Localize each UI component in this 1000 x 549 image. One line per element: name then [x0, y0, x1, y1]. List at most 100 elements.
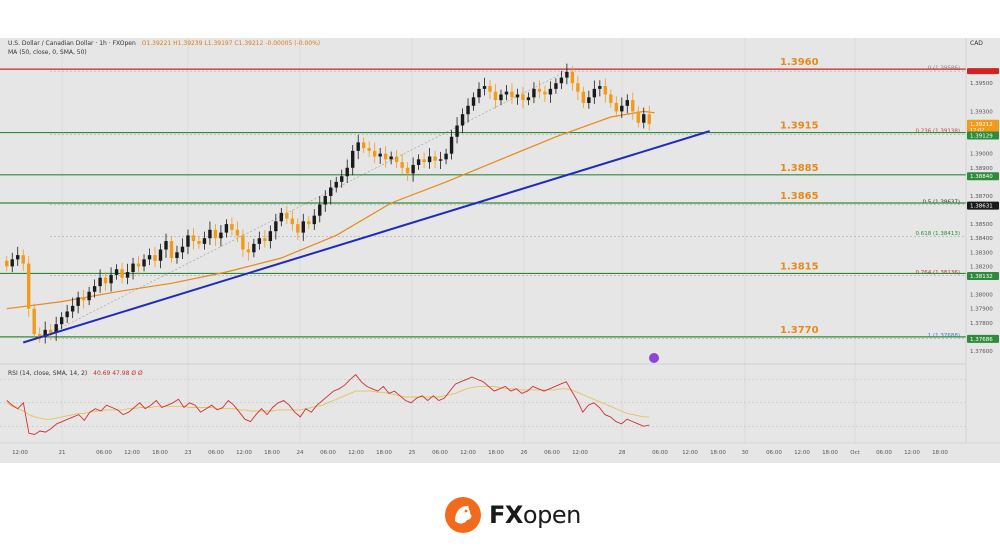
time-tick-label: 06:00	[876, 450, 892, 456]
price-badge	[967, 334, 999, 343]
candle-up	[329, 187, 333, 196]
logo-fx: FX	[489, 501, 523, 529]
time-tick-label: 12:00	[348, 450, 364, 456]
time-tick-label: 12:00	[124, 450, 140, 456]
candle-up	[351, 150, 355, 168]
level-label: 1.3960	[780, 57, 819, 68]
candle-down	[290, 218, 294, 225]
time-tick-label: 06:00	[208, 450, 224, 456]
time-tick-label: 12:00	[12, 450, 28, 456]
candle-down	[81, 297, 86, 301]
candle-up	[625, 100, 629, 106]
level-label: 1.3865	[780, 191, 819, 202]
candle-up	[334, 181, 338, 188]
candle-up	[548, 88, 553, 95]
candle-down	[263, 238, 267, 242]
candle-down	[576, 83, 580, 92]
candle-down	[235, 229, 240, 236]
candle-up	[125, 272, 130, 278]
lion-logo-icon	[445, 497, 481, 533]
time-tick-label: 06:00	[320, 450, 336, 456]
candle-down	[372, 150, 377, 157]
candle-up	[378, 153, 382, 157]
candle-up	[10, 259, 14, 267]
time-tick-label: 06:00	[544, 450, 560, 456]
candle-up	[208, 229, 212, 239]
time-tick-label: 12:00	[236, 450, 252, 456]
candle-down	[383, 153, 388, 160]
symbol-line: U.S. Dollar / Canadian Dollar · 1h · FXO…	[8, 40, 136, 47]
price-tick-label: 1.37900	[970, 307, 993, 313]
level-label: 1.3770	[780, 325, 819, 336]
time-tick-label: 12:00	[904, 450, 920, 456]
candle-down	[405, 167, 410, 174]
price-badge-value: 1.37686	[970, 337, 993, 343]
candle-up	[460, 114, 465, 126]
candle-up	[92, 286, 97, 292]
time-tick-label: 12:00	[794, 450, 810, 456]
candle-up	[180, 246, 185, 253]
fib-label: 0.236 (1.39138)	[915, 129, 960, 135]
price-tick-label: 1.39500	[970, 81, 993, 87]
candle-up	[592, 88, 597, 98]
time-tick-label: 24	[297, 450, 304, 456]
candle-up	[455, 125, 459, 137]
price-tick-label: 1.38300	[970, 250, 993, 256]
candle-up	[356, 142, 360, 151]
candle-up	[482, 86, 487, 89]
time-tick-label: 06:00	[432, 450, 448, 456]
candle-down	[120, 269, 124, 278]
time-tick-label: 28	[619, 450, 626, 456]
candle-up	[345, 167, 349, 177]
chart-area[interactable]: 0 (1.39586)0.236 (1.39138)0.5 (1.38637)0…	[0, 38, 1000, 463]
candle-up	[499, 94, 503, 101]
candle-up	[65, 311, 69, 318]
candle-up	[175, 252, 179, 258]
level-lines: 1.3960 1.3915 1.3885 1.3865 1.3815 1.3770	[0, 57, 966, 338]
candle-down	[394, 156, 399, 163]
candle-down	[614, 102, 618, 112]
trendline	[22, 130, 710, 344]
candle-down	[296, 224, 300, 233]
candle-down	[400, 162, 404, 168]
price-badge	[967, 172, 999, 181]
candle-down	[433, 156, 437, 161]
time-tick-label: 12:00	[572, 450, 588, 456]
candle-down	[32, 308, 36, 335]
candle-down	[570, 71, 575, 84]
candle-up	[642, 114, 646, 123]
price-chart[interactable]: 0 (1.39586)0.236 (1.39138)0.5 (1.38637)0…	[0, 38, 1000, 463]
price-badge	[967, 271, 999, 280]
grid	[0, 38, 966, 443]
candle-down	[510, 91, 514, 98]
currency-label: CAD	[970, 40, 983, 47]
candle-up	[98, 277, 102, 287]
time-axis: 12:00 21 06:00 12:00 18:00 23 06:00 12:00 18:00 2…	[0, 442, 1000, 456]
candle-up	[109, 274, 113, 284]
candle-down	[191, 235, 196, 242]
time-tick-label: 18:00	[264, 450, 280, 456]
candle-up	[416, 159, 421, 165]
time-tick-label: 06:00	[96, 450, 112, 456]
candle-down	[213, 229, 218, 239]
resistance-badge	[967, 68, 999, 75]
candle-down	[361, 142, 366, 149]
price-badge	[967, 131, 999, 140]
price-tick-label: 1.37600	[970, 349, 993, 355]
symbol-title: U.S. Dollar / Canadian Dollar · 1h · FXO…	[8, 40, 320, 47]
candle-up	[504, 91, 509, 95]
candle-up	[76, 297, 80, 306]
candle-down	[169, 241, 174, 258]
candle-up	[438, 159, 443, 161]
candle-up	[411, 164, 415, 174]
candle-down	[285, 212, 289, 219]
candle-up	[202, 238, 207, 244]
candle-down	[367, 148, 371, 151]
rsi-label: RSI (14, close, SMA, 14, 2)	[8, 370, 88, 377]
price-badge-value: 1.38132	[970, 274, 993, 280]
lightning-event-icon	[649, 353, 659, 363]
price-tick-label: 1.38500	[970, 222, 993, 228]
candle-up	[312, 215, 316, 225]
time-tick-label: 18:00	[710, 450, 726, 456]
time-tick-label: 26	[521, 450, 528, 456]
